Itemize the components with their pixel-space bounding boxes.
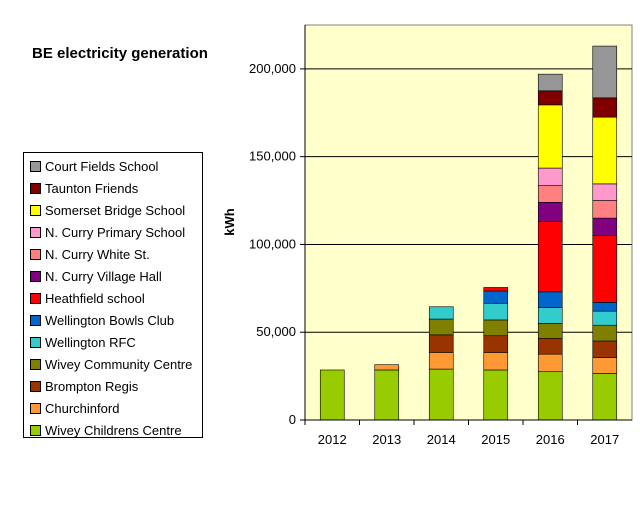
bar-segment xyxy=(537,221,563,293)
x-tick-label: 2014 xyxy=(427,432,456,447)
chart-legend: Court Fields School Taunton Friends Somers… xyxy=(23,152,203,438)
legend-swatch xyxy=(30,358,41,370)
bar-segment xyxy=(537,104,563,169)
bar-segment xyxy=(483,335,509,353)
bar-segment xyxy=(537,338,563,355)
bar-segment xyxy=(592,45,618,99)
bar-segment xyxy=(319,369,345,421)
bar-segment xyxy=(428,334,454,353)
bar-segment xyxy=(428,368,454,421)
legend-item: Wellington Bowls Club xyxy=(24,309,202,331)
legend-swatch xyxy=(30,314,41,326)
legend-label: Heathfield school xyxy=(45,290,145,306)
bar-segment xyxy=(537,323,563,339)
bar-segment xyxy=(537,307,563,324)
bar-segment xyxy=(428,352,454,370)
y-tick-label: 50,000 xyxy=(256,324,296,339)
x-tick-label: 2017 xyxy=(590,432,619,447)
legend-swatch xyxy=(30,248,41,260)
bar-segment xyxy=(592,302,618,312)
legend-label: Churchinford xyxy=(45,400,120,416)
legend-item: N. Curry Primary School xyxy=(24,221,202,243)
legend-label: Taunton Friends xyxy=(45,180,139,196)
y-tick-label: 200,000 xyxy=(249,61,296,76)
bar-segment xyxy=(592,200,618,219)
bar-segment xyxy=(483,352,509,371)
plot-area xyxy=(304,24,633,421)
legend-swatch xyxy=(30,336,41,348)
legend-label: Court Fields School xyxy=(45,158,159,174)
bar-segment xyxy=(483,287,509,292)
legend-swatch xyxy=(30,160,41,172)
legend-label: Wivey Childrens Centre xyxy=(45,422,182,438)
bar-segment xyxy=(592,235,618,303)
legend-item: Taunton Friends xyxy=(24,177,202,199)
legend-swatch xyxy=(30,380,41,392)
x-tick-label: 2016 xyxy=(536,432,565,447)
legend-item: Somerset Bridge School xyxy=(24,199,202,221)
legend-swatch xyxy=(30,402,41,414)
bar-segment xyxy=(428,318,454,336)
legend-label: N. Curry Village Hall xyxy=(45,268,162,284)
x-tick-label: 2012 xyxy=(318,432,347,447)
legend-swatch xyxy=(30,226,41,238)
bar-segment xyxy=(428,306,454,320)
y-tick-label: 150,000 xyxy=(249,149,296,164)
bar-segment xyxy=(537,167,563,186)
legend-label: Somerset Bridge School xyxy=(45,202,186,218)
bar-segment xyxy=(483,319,509,337)
bar-segment xyxy=(483,369,509,421)
bar-segment xyxy=(537,371,563,421)
legend-item: Brompton Regis xyxy=(24,375,202,397)
bar-segment xyxy=(592,373,618,421)
legend-item: Court Fields School xyxy=(24,155,202,177)
legend-label: Brompton Regis xyxy=(45,378,139,394)
legend-item: Wivey Childrens Centre xyxy=(24,419,202,441)
legend-label: Wellington RFC xyxy=(45,334,136,350)
legend-swatch xyxy=(30,270,41,282)
bar-segment xyxy=(537,353,563,373)
legend-label: Wellington Bowls Club xyxy=(45,312,175,328)
legend-item: Wivey Community Centre xyxy=(24,353,202,375)
bar-segment xyxy=(374,364,400,371)
legend-item: Churchinford xyxy=(24,397,202,419)
legend-swatch xyxy=(30,424,41,436)
legend-swatch xyxy=(30,292,41,304)
x-tick-label: 2015 xyxy=(481,432,510,447)
bar-segment xyxy=(537,90,563,106)
bar-segment xyxy=(537,291,563,308)
legend-item: Heathfield school xyxy=(24,287,202,309)
bar-segment xyxy=(592,310,618,326)
bar-segment xyxy=(537,73,563,92)
bar-segment xyxy=(537,185,563,203)
bar-segment xyxy=(483,302,509,321)
bar-segment xyxy=(592,183,618,201)
bar-segment xyxy=(374,369,400,421)
legend-item: Wellington RFC xyxy=(24,331,202,353)
bar-segment xyxy=(592,340,618,358)
y-axis-title: kWh xyxy=(222,208,237,236)
legend-swatch xyxy=(30,204,41,216)
bar-segment xyxy=(592,97,618,118)
legend-item: N. Curry White St. xyxy=(24,243,202,265)
bar-segment xyxy=(592,116,618,185)
bar-segment xyxy=(537,202,563,222)
y-tick-label: 0 xyxy=(289,412,296,427)
bar-segment xyxy=(592,217,618,236)
legend-swatch xyxy=(30,182,41,194)
bar-segment xyxy=(592,324,618,342)
chart-title: BE electricity generation xyxy=(32,45,208,62)
legend-label: N. Curry Primary School xyxy=(45,224,186,240)
bar-segment xyxy=(483,290,509,304)
y-tick-label: 100,000 xyxy=(249,236,296,251)
legend-item: N. Curry Village Hall xyxy=(24,265,202,287)
x-tick-label: 2013 xyxy=(372,432,401,447)
bar-segment xyxy=(592,357,618,374)
legend-label: Wivey Community Centre xyxy=(45,356,193,372)
legend-label: N. Curry White St. xyxy=(45,246,150,262)
